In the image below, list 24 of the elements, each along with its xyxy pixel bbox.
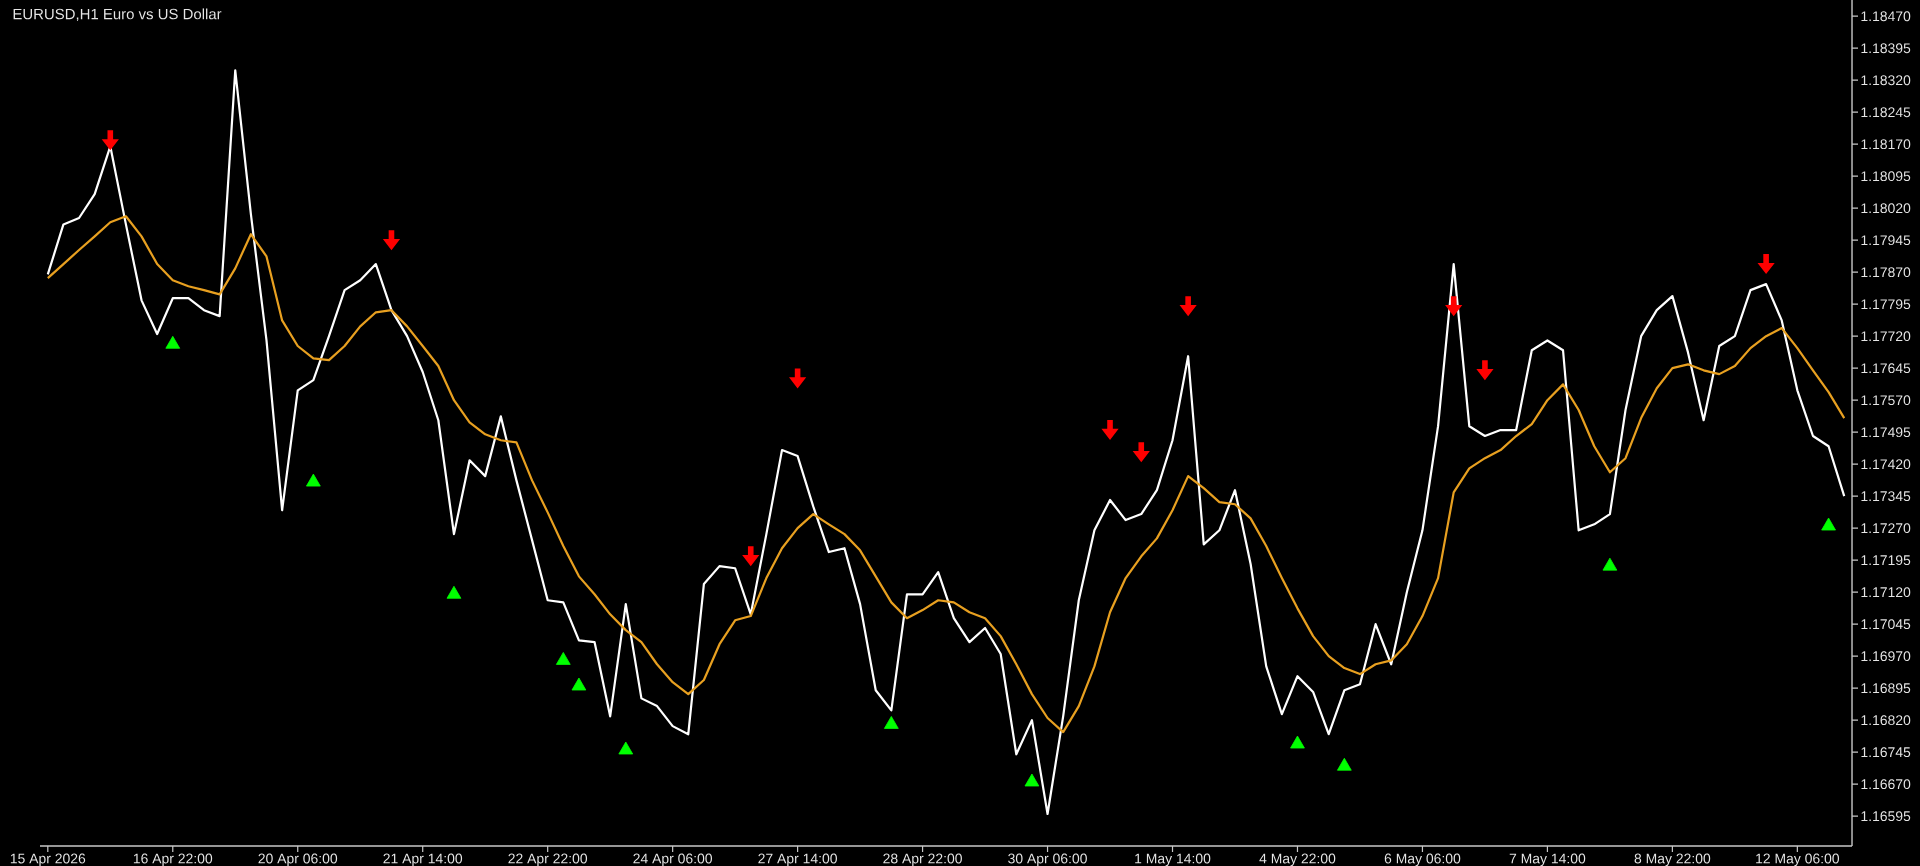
point — [884, 716, 899, 729]
point — [101, 130, 119, 151]
point — [1821, 517, 1836, 531]
point — [1101, 420, 1119, 441]
point — [382, 230, 401, 251]
point — [1337, 757, 1352, 771]
point — [1179, 296, 1197, 317]
point — [1476, 360, 1494, 381]
point — [571, 677, 587, 691]
point — [1602, 557, 1618, 571]
point — [555, 652, 571, 665]
point — [1024, 773, 1040, 787]
point — [742, 546, 760, 567]
point — [1757, 254, 1775, 275]
point — [446, 585, 462, 599]
point — [1290, 735, 1305, 749]
point — [306, 473, 321, 487]
line-series — [46, 69, 1846, 816]
line-series — [46, 215, 1846, 734]
point — [1132, 442, 1150, 463]
point — [789, 368, 807, 389]
point — [165, 335, 181, 349]
point — [1445, 296, 1463, 317]
point — [618, 741, 634, 755]
